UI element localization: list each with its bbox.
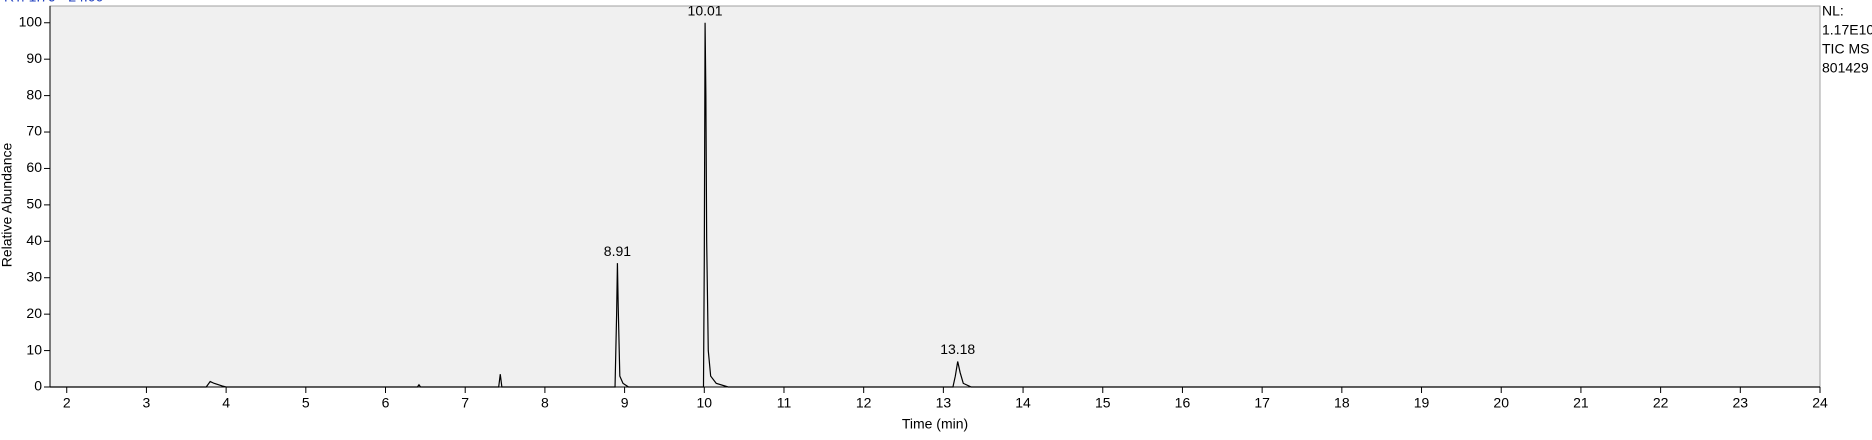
x-tick-label: 10 [696,395,712,411]
range-header: RT: 1.79 - 24.00 [4,0,104,5]
info-label: NL: [1822,3,1844,19]
peak-label: 10.01 [688,2,723,18]
peak-label: 8.91 [604,243,631,259]
peak-label: 13.18 [940,341,975,357]
x-tick-label: 20 [1493,395,1509,411]
info-label: 801429 [1822,60,1869,76]
y-tick-label: 10 [26,341,42,357]
x-tick-label: 15 [1095,395,1111,411]
x-tick-label: 14 [1015,395,1031,411]
y-tick-label: 60 [26,159,42,175]
y-tick-label: 30 [26,268,42,284]
x-tick-label: 22 [1653,395,1669,411]
y-tick-label: 80 [26,86,42,102]
x-tick-label: 3 [143,395,151,411]
x-tick-label: 7 [461,395,469,411]
info-label: TIC MS [1822,41,1869,57]
x-tick-label: 5 [302,395,310,411]
x-tick-label: 21 [1573,395,1589,411]
x-tick-label: 16 [1175,395,1191,411]
x-tick-label: 18 [1334,395,1350,411]
x-tick-label: 2 [63,395,71,411]
x-tick-label: 12 [856,395,872,411]
x-tick-label: 4 [222,395,230,411]
x-tick-label: 9 [621,395,629,411]
y-tick-label: 20 [26,305,42,321]
y-tick-label: 70 [26,123,42,139]
y-tick-label: 0 [34,378,42,394]
y-tick-label: 100 [19,13,43,29]
x-tick-label: 23 [1733,395,1749,411]
plot-area [49,5,1821,388]
x-tick-label: 24 [1812,395,1828,411]
info-label: 1.17E10 [1822,22,1872,38]
y-tick-label: 50 [26,196,42,212]
y-tick-label: 40 [26,232,42,248]
x-tick-label: 19 [1414,395,1430,411]
x-axis-label: Time (min) [902,416,968,432]
y-axis-label: Relative Abundance [0,143,15,268]
y-tick-label: 90 [26,50,42,66]
x-tick-label: 17 [1254,395,1270,411]
chromatogram-line [50,22,1820,388]
x-tick-label: 11 [777,395,792,411]
x-tick-label: 6 [382,395,390,411]
x-tick-label: 8 [541,395,549,411]
x-tick-label: 13 [936,395,952,411]
